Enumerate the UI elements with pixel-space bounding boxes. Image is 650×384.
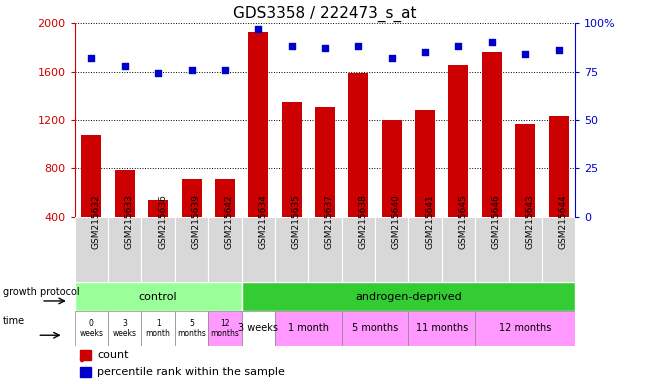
Text: GSM215640: GSM215640: [392, 194, 401, 249]
Text: androgen-deprived: androgen-deprived: [355, 291, 462, 302]
Text: GSM215641: GSM215641: [425, 194, 434, 249]
Bar: [242, 282, 575, 311]
Text: 5 months: 5 months: [352, 323, 398, 333]
Bar: [242, 311, 275, 346]
Bar: [81, 134, 101, 265]
Bar: [175, 217, 208, 282]
Bar: [542, 217, 575, 282]
Bar: [342, 311, 408, 346]
Text: count: count: [98, 350, 129, 360]
Bar: [415, 110, 435, 265]
Bar: [148, 200, 168, 265]
Bar: [181, 179, 202, 265]
Bar: [242, 217, 275, 282]
Text: 11 months: 11 months: [415, 323, 468, 333]
Text: 1
month: 1 month: [146, 319, 170, 338]
Bar: [142, 311, 175, 346]
Bar: [175, 311, 208, 346]
Point: [320, 45, 330, 51]
Text: 0
weeks: 0 weeks: [79, 319, 103, 338]
Point: [220, 66, 230, 73]
Text: percentile rank within the sample: percentile rank within the sample: [98, 367, 285, 377]
Bar: [515, 124, 535, 265]
Bar: [549, 116, 569, 265]
Text: control: control: [139, 291, 177, 302]
Bar: [408, 217, 442, 282]
Text: 1 month: 1 month: [288, 323, 329, 333]
Text: 3 weeks: 3 weeks: [239, 323, 278, 333]
Bar: [375, 217, 408, 282]
Bar: [248, 31, 268, 265]
Bar: [281, 102, 302, 265]
Bar: [275, 311, 342, 346]
Point: [153, 70, 163, 76]
Bar: [475, 311, 575, 346]
Text: GSM215642: GSM215642: [225, 194, 234, 249]
Bar: [75, 282, 242, 311]
Text: GSM215645: GSM215645: [458, 194, 467, 249]
Bar: [142, 217, 175, 282]
Bar: [448, 65, 469, 265]
Bar: [115, 170, 135, 265]
Text: 12
months: 12 months: [211, 319, 239, 338]
Bar: [108, 217, 142, 282]
Bar: [80, 350, 91, 360]
Bar: [208, 311, 242, 346]
Point: [353, 43, 363, 50]
Point: [86, 55, 97, 61]
Bar: [482, 52, 502, 265]
Text: 12 months: 12 months: [499, 323, 551, 333]
Bar: [275, 217, 308, 282]
Bar: [508, 217, 542, 282]
Text: GSM215634: GSM215634: [258, 194, 267, 249]
Bar: [75, 217, 108, 282]
Bar: [342, 217, 375, 282]
Bar: [108, 311, 142, 346]
Point: [120, 63, 130, 69]
Text: GSM215636: GSM215636: [158, 194, 167, 249]
Bar: [80, 367, 91, 377]
Point: [520, 51, 530, 57]
Bar: [208, 217, 242, 282]
Text: GSM215644: GSM215644: [558, 194, 567, 249]
Text: GSM215637: GSM215637: [325, 194, 334, 249]
Text: 5
months: 5 months: [177, 319, 206, 338]
Point: [187, 66, 197, 73]
Text: GSM215639: GSM215639: [192, 194, 201, 249]
Text: GSM215633: GSM215633: [125, 194, 134, 249]
Text: 3
weeks: 3 weeks: [113, 319, 136, 338]
Title: GDS3358 / 222473_s_at: GDS3358 / 222473_s_at: [233, 5, 417, 22]
Bar: [215, 179, 235, 265]
Bar: [442, 217, 475, 282]
Point: [453, 43, 463, 50]
Bar: [408, 311, 475, 346]
Point: [287, 43, 297, 50]
Bar: [308, 217, 342, 282]
Point: [420, 49, 430, 55]
Text: GSM215643: GSM215643: [525, 194, 534, 249]
Text: time: time: [3, 316, 25, 326]
Bar: [80, 358, 85, 359]
Point: [387, 55, 397, 61]
Text: growth protocol: growth protocol: [3, 287, 80, 297]
Bar: [348, 73, 369, 265]
Text: GSM215635: GSM215635: [292, 194, 301, 249]
Text: GSM215646: GSM215646: [492, 194, 501, 249]
Text: GSM215632: GSM215632: [92, 194, 101, 249]
Bar: [382, 120, 402, 265]
Point: [253, 26, 263, 32]
Point: [487, 40, 497, 46]
Bar: [475, 217, 508, 282]
Bar: [75, 311, 108, 346]
Bar: [315, 107, 335, 265]
Point: [553, 47, 564, 53]
Text: GSM215638: GSM215638: [358, 194, 367, 249]
